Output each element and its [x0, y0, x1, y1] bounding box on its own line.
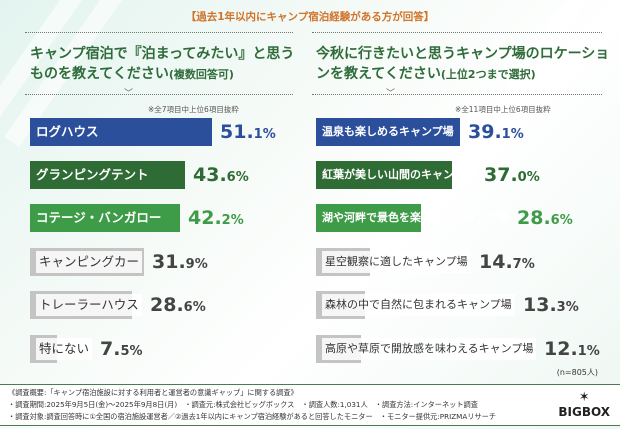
right-note: ※全11項目中上位6項目抜粋 — [455, 105, 551, 114]
footer-line: 《調査概要:「キャンプ宿泊施設に対する利用者と運営者の意識ギャップ」に関する調査… — [8, 388, 298, 397]
divider — [312, 32, 602, 33]
survey-footer: 《調査概要:「キャンプ宿泊施設に対する利用者と運営者の意識ギャップ」に関する調査… — [0, 384, 620, 426]
value-label: 51.1% — [220, 121, 276, 143]
footer-line: ・調査対象:調査回答時に①全国の宿泊施設運営者／②過去1年以内にキャンプ宿泊経験… — [8, 412, 497, 421]
chevron-down-icon: ﹀ — [386, 89, 396, 99]
left-chart-title: キャンプ宿泊で『泊まってみたい』と思うものを教えてください(複数回答可) — [30, 46, 295, 82]
value-label: 28.6% — [150, 294, 206, 316]
value-label: 39.1% — [468, 121, 524, 143]
divider — [25, 32, 293, 33]
footer-line: ・調査期間:2025年9月5日(金)～2025年9月8日(月) ・調査元:株式会… — [8, 400, 478, 409]
bar-label: 温泉も楽しめるキャンプ場 — [322, 125, 454, 138]
bar-label: グランピングテント — [36, 167, 149, 182]
divider — [312, 94, 602, 95]
logo-figure-icon: ✶ — [578, 390, 590, 405]
bar — [316, 204, 422, 232]
value-label: 7.5% — [100, 338, 143, 360]
bigbox-logo: ✶ BIGBOX — [558, 390, 610, 420]
chevron-down-icon: ﹀ — [124, 89, 134, 99]
sample-size: (n=805人) — [556, 368, 598, 377]
bar — [316, 118, 460, 146]
bar-label: 紅葉が美しい山間のキャンプ場 — [322, 168, 476, 181]
bar — [316, 161, 453, 189]
value-label: 37.0% — [484, 164, 540, 186]
value-label: 14.7% — [479, 251, 535, 273]
header-note: 【過去1年以内にキャンプ宿泊経験がある方が回答】 — [185, 11, 435, 23]
bar — [30, 161, 186, 189]
divider — [25, 94, 293, 95]
value-label: 43.6% — [193, 164, 249, 186]
bar-label: キャンピングカー — [36, 251, 143, 273]
right-chart-title: 今秋に行きたいと思うキャンプ場のロケーションを教えてください(上位2つまで選択) — [316, 46, 610, 82]
bar-label: トレーラーハウス — [36, 294, 142, 316]
bar-label: コテージ・バンガロー — [36, 210, 162, 225]
bar-label: 高原や草原で開放感を味わえるキャンプ場 — [322, 338, 537, 360]
value-label: 31.9% — [152, 251, 208, 273]
bar — [30, 204, 181, 232]
value-label: 12.1% — [544, 338, 600, 360]
bar-label: 特にない — [36, 338, 93, 360]
bar-label: 湖や河畔で景色を楽しめるキャンプ場 — [322, 211, 509, 224]
value-label: 28.6% — [517, 207, 573, 229]
left-note: ※全7項目中上位6項目抜粋 — [148, 105, 239, 114]
bar-label: 星空観察に適したキャンプ場 — [322, 251, 471, 273]
value-label: 42.2% — [188, 207, 244, 229]
value-label: 13.3% — [523, 294, 579, 316]
bar — [30, 118, 212, 146]
bar-label: 森林の中で自然に包まれるキャンプ場 — [322, 294, 515, 316]
bar-label: ログハウス — [36, 124, 99, 139]
